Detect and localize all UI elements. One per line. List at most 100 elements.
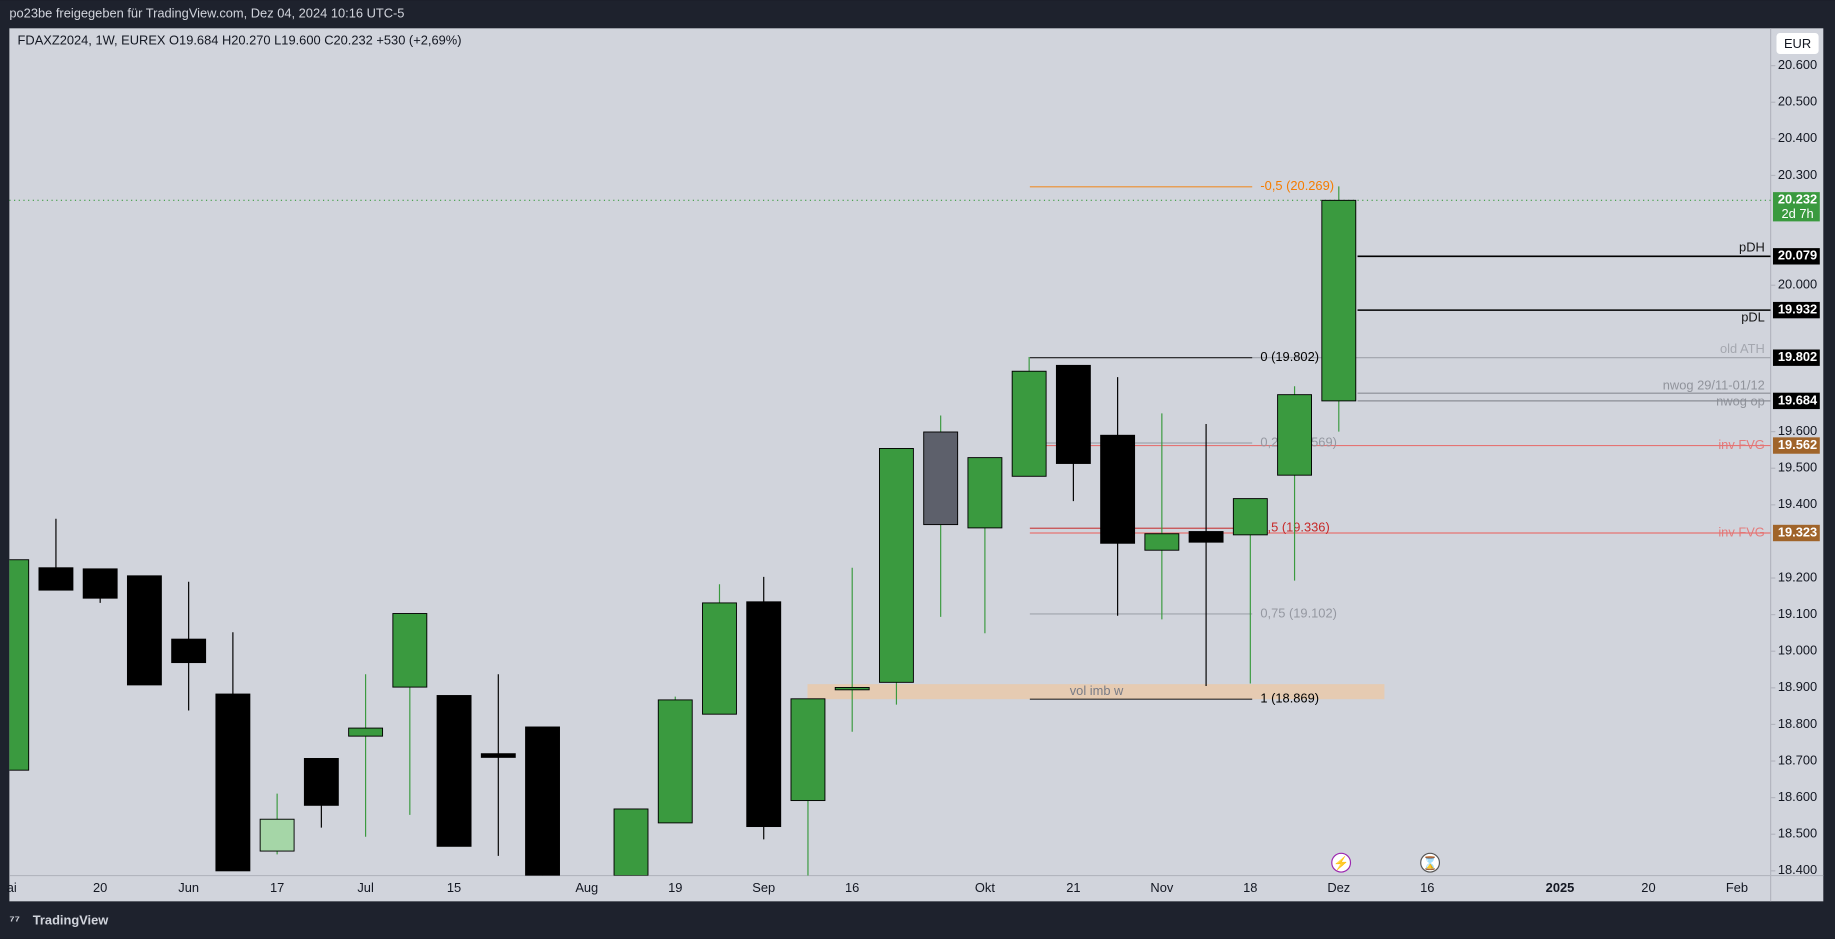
- level-label: nwog op: [1716, 393, 1765, 408]
- candle-body: [1100, 434, 1136, 544]
- x-tick-label: Dez: [1327, 880, 1350, 895]
- x-tick-label: Jun: [178, 880, 199, 895]
- candle-body: [657, 699, 693, 824]
- y-tick-label: 19.600: [1778, 423, 1817, 438]
- candle-body: [878, 448, 914, 683]
- countdown: 2d 7h: [1781, 206, 1813, 221]
- price-label-box: [1772, 349, 1820, 366]
- y-tick-label: 18.500: [1778, 826, 1817, 841]
- x-tick-label: ai: [7, 880, 17, 895]
- fib-label: -0,5 (20.269): [1260, 178, 1334, 193]
- event-icon[interactable]: [1331, 852, 1352, 873]
- price-label: 19.684: [1778, 392, 1818, 407]
- price-label-box: [1772, 524, 1820, 542]
- currency-box[interactable]: [1776, 32, 1819, 55]
- candle-body: [9, 559, 30, 771]
- x-tick-label: Nov: [1150, 880, 1173, 895]
- candle-body: [303, 758, 339, 806]
- level-label: inv FVG: [1718, 524, 1764, 539]
- y-tick-label: 18.800: [1778, 716, 1817, 731]
- y-tick-label: 20.300: [1778, 167, 1817, 182]
- candle-body: [82, 568, 118, 599]
- candle-body: [702, 602, 737, 715]
- y-tick-label: 19.000: [1778, 643, 1817, 658]
- x-tick-label: 20: [1641, 880, 1655, 895]
- y-tick-label: 19.500: [1778, 460, 1817, 475]
- x-tick-label: 19: [668, 880, 682, 895]
- y-tick-label: 18.700: [1778, 752, 1817, 767]
- candle-body: [126, 575, 162, 686]
- plot-area: [9, 28, 1824, 902]
- fib-label: 0 (19.802): [1260, 349, 1319, 364]
- symbol-header: FDAXZ2024, 1W, EUREX O19.684 H20.270 L19…: [18, 33, 462, 48]
- y-tick-label: 20.400: [1778, 130, 1817, 145]
- candle-body: [1188, 531, 1224, 543]
- y-tick-label: 19.400: [1778, 496, 1817, 511]
- brand-logo: ⁷⁷: [9, 913, 20, 928]
- candle-body: [259, 818, 295, 852]
- last-price-label: 20.232: [1778, 192, 1817, 207]
- fib-label: 0,75 (19.102): [1260, 605, 1337, 620]
- candle-body: [215, 693, 251, 872]
- y-tick-label: 20.000: [1778, 277, 1817, 292]
- y-tick-label: 20.600: [1778, 57, 1817, 72]
- event-icon-glyph[interactable]: ⚡: [1333, 855, 1349, 871]
- candle-body: [436, 695, 472, 847]
- x-tick-label: Aug: [575, 880, 598, 895]
- candle-body: [480, 753, 516, 758]
- x-tick-label: 15: [447, 880, 461, 895]
- price-label-box: [1772, 392, 1820, 410]
- y-tick-label: 18.400: [1778, 862, 1817, 877]
- candle-body: [1232, 498, 1268, 536]
- price-label: 19.932: [1778, 302, 1817, 317]
- candle-body: [1277, 394, 1313, 476]
- x-tick-label: 16: [845, 880, 859, 895]
- app-bar: po23be freigegeben für TradingView.com, …: [9, 6, 404, 21]
- candle-body: [834, 686, 870, 691]
- zone: [807, 684, 1385, 700]
- candle-body: [348, 727, 384, 737]
- brand: TradingView: [33, 913, 110, 928]
- level-label: pDL: [1741, 310, 1765, 325]
- y-tick-label: 19.100: [1778, 606, 1817, 621]
- candle-body: [1321, 199, 1357, 402]
- timer-icon[interactable]: [1420, 852, 1441, 873]
- candle-body: [1055, 364, 1091, 464]
- price-label: 19.562: [1778, 437, 1817, 452]
- x-tick-label: Sep: [752, 880, 775, 895]
- candle-body: [171, 638, 207, 664]
- price-label: 19.323: [1778, 524, 1817, 539]
- candle-body: [923, 431, 959, 526]
- timer-icon-glyph[interactable]: ⌛: [1422, 855, 1438, 870]
- x-tick-label: 2025: [1546, 880, 1575, 895]
- candle-body: [1011, 370, 1047, 477]
- candle-body: [967, 457, 1003, 529]
- y-tick-label: 18.600: [1778, 789, 1817, 804]
- currency[interactable]: EUR: [1784, 36, 1811, 51]
- x-tick-label: 18: [1243, 880, 1257, 895]
- zone-label: vol imb w: [1070, 683, 1124, 698]
- candle-body: [1144, 533, 1180, 551]
- x-tick-label: 16: [1420, 880, 1434, 895]
- y-tick-label: 19.200: [1778, 569, 1817, 584]
- price-label: 19.802: [1778, 349, 1817, 364]
- level-label: nwog 29/11-01/12: [1663, 378, 1765, 393]
- level-label: old ATH: [1720, 341, 1765, 356]
- candle-body: [38, 567, 74, 591]
- price-label: 20.079: [1778, 248, 1817, 263]
- candle-body: [392, 613, 428, 688]
- last-price-box: [1772, 192, 1820, 222]
- x-tick-label: 20: [93, 880, 107, 895]
- level-label: pDH: [1739, 240, 1765, 255]
- price-label-box: [1772, 301, 1820, 319]
- candle-body: [790, 698, 826, 802]
- candle-body: [613, 808, 649, 876]
- x-tick-label: 17: [270, 880, 284, 895]
- level-label: inv FVG: [1718, 437, 1764, 452]
- candle-body: [746, 601, 782, 828]
- x-tick-label: Feb: [1726, 880, 1748, 895]
- x-tick-label: Jul: [357, 880, 373, 895]
- price-label-box: [1772, 437, 1820, 454]
